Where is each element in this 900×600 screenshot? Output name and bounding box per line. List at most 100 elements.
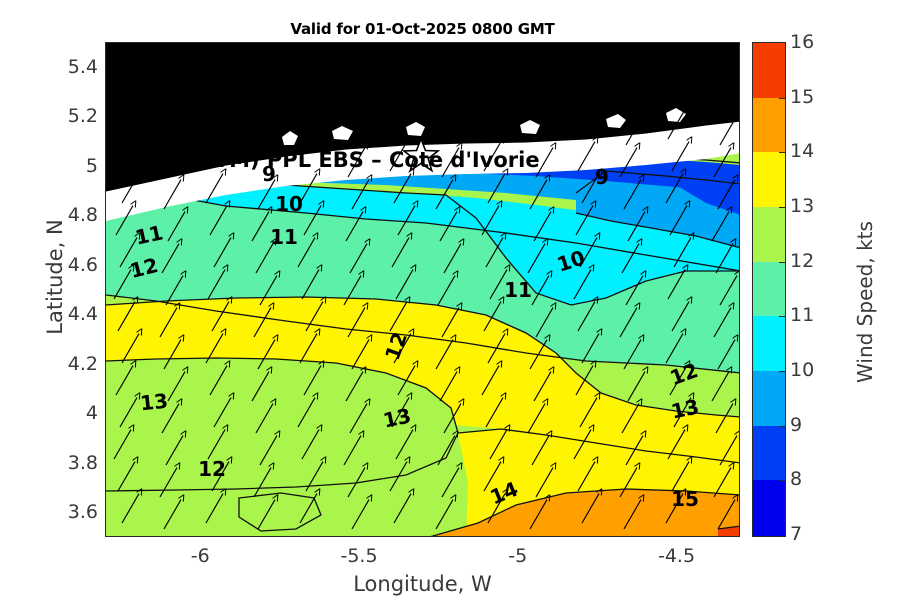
wind-arrow: [441, 148, 459, 178]
wind-vector-field: [113, 110, 737, 530]
wind-arrow: [119, 238, 137, 268]
wind-arrow: [529, 500, 547, 530]
wind-arrow: [575, 366, 593, 396]
wind-arrow: [673, 398, 691, 428]
wind-arrow: [345, 212, 363, 242]
wind-arrow: [485, 398, 503, 428]
wind-arrow: [209, 366, 227, 396]
wind-arrow: [213, 398, 231, 428]
colorbar-tick-mark: [779, 207, 785, 208]
wind-arrow: [665, 174, 683, 204]
x-axis-label: Longitude, W: [353, 572, 492, 596]
wind-arrow: [573, 430, 591, 460]
colorbar[interactable]: [752, 42, 786, 537]
wind-arrow: [625, 116, 643, 146]
wind-arrow: [305, 462, 323, 492]
colorbar-band: [753, 97, 785, 153]
wind-arrow: [627, 372, 645, 402]
coastal-strip: [106, 121, 739, 221]
x-tick-label: -4.5: [657, 545, 696, 567]
wind-arrow: [393, 334, 411, 364]
colorbar-tick-labels: 16 15 14 13 12 11 10 9 8 7: [790, 31, 830, 545]
wind-arrow: [577, 142, 595, 172]
wind-arrow: [253, 468, 271, 498]
colorbar-tick-label: 13: [790, 195, 815, 217]
wind-arrow: [205, 174, 223, 204]
wind-arrow: [711, 372, 729, 402]
wind-arrow: [439, 212, 457, 242]
wind-arrow: [259, 436, 277, 466]
wind-arrow: [621, 404, 639, 434]
wind-arrow: [117, 302, 135, 332]
wind-arrow: [623, 340, 641, 370]
wind-arrow: [159, 468, 177, 498]
wind-arrow: [303, 366, 321, 396]
wind-arrow: [165, 436, 183, 466]
wind-arrow: [167, 372, 185, 402]
wind-arrow: [253, 308, 271, 338]
wind-arrow: [213, 238, 231, 268]
wind-arrow: [115, 206, 133, 236]
y-tick-label: 5.2: [67, 105, 98, 128]
map-annotation-label: –GA (ONHYM) PPL EBS – Cote d'Ivorie: [105, 148, 540, 172]
colorbar-tick-label: 15: [790, 85, 815, 108]
wind-arrow: [573, 270, 591, 300]
colorbar-band: [753, 152, 785, 208]
y-tick-label: 4.4: [67, 303, 98, 326]
wind-arrow: [211, 462, 229, 492]
wind-arrow: [625, 276, 643, 306]
colorbar-band: [753, 261, 785, 317]
wind-arrow: [211, 302, 229, 332]
wind-arrow: [669, 206, 687, 236]
wind-arrow: [619, 308, 637, 338]
wind-arrow: [255, 244, 273, 274]
wind-arrow: [487, 174, 505, 204]
colorbar-band: [753, 43, 785, 99]
colorbar-tick-mark: [779, 261, 785, 263]
wind-arrow: [665, 334, 683, 364]
colorbar-tick-label: 14: [790, 140, 815, 163]
wind-arrow: [485, 238, 503, 268]
wind-arrow: [435, 500, 453, 530]
wind-arrow: [159, 308, 177, 338]
wind-arrow: [443, 404, 461, 434]
wind-arrow: [349, 404, 367, 434]
wind-arrow: [347, 148, 365, 178]
wind-arrow: [299, 174, 317, 204]
wind-arrow: [113, 430, 131, 460]
wind-arrow: [389, 462, 407, 492]
wind-arrow: [667, 270, 685, 300]
wind-arrow: [343, 276, 361, 306]
wind-arrow: [719, 436, 737, 466]
wind-arrow: [579, 238, 597, 268]
wind-arrow: [117, 462, 135, 492]
wind-arrow: [343, 436, 361, 466]
wind-arrow: [621, 244, 639, 274]
wind-arrow: [113, 270, 131, 300]
filled-contour-bands: [106, 43, 739, 536]
wind-arrow: [257, 500, 275, 530]
wind-arrow: [347, 468, 365, 498]
y-tick-label: 5: [85, 154, 98, 177]
colorbar-tick-label: 16: [790, 31, 815, 53]
y-axis-ticks: 5.4 5.2 5 4.8 4.6 4.4 4.2 4 3.8 3.6: [36, 0, 98, 600]
wind-arrow: [581, 494, 599, 524]
wind-arrow: [163, 340, 181, 370]
wind-arrow: [581, 334, 599, 364]
wind-arrow: [389, 142, 407, 172]
wind-arrow: [441, 468, 459, 498]
wind-arrow: [437, 436, 455, 466]
wind-arrow: [625, 436, 643, 466]
wind-arrow: [391, 398, 409, 428]
wind-arrow: [391, 238, 409, 268]
colorbar-tick-mark: [779, 480, 785, 482]
colorbar-tick-mark: [779, 371, 785, 372]
x-tick-label: -6: [190, 545, 210, 567]
x-axis-ticks: -6 -5.5 -5 -4.5: [0, 545, 900, 575]
contour-plot-area[interactable]: 11 12 10 11 9 10 11 9 12 13 13 12 12 13 14 15 –GA (ONHY…: [105, 42, 740, 537]
contour-value-label: 9: [262, 162, 276, 186]
wind-arrow: [393, 174, 411, 204]
wind-arrow: [347, 308, 365, 338]
wind-arrow: [719, 276, 737, 306]
wind-arrow: [299, 494, 317, 524]
